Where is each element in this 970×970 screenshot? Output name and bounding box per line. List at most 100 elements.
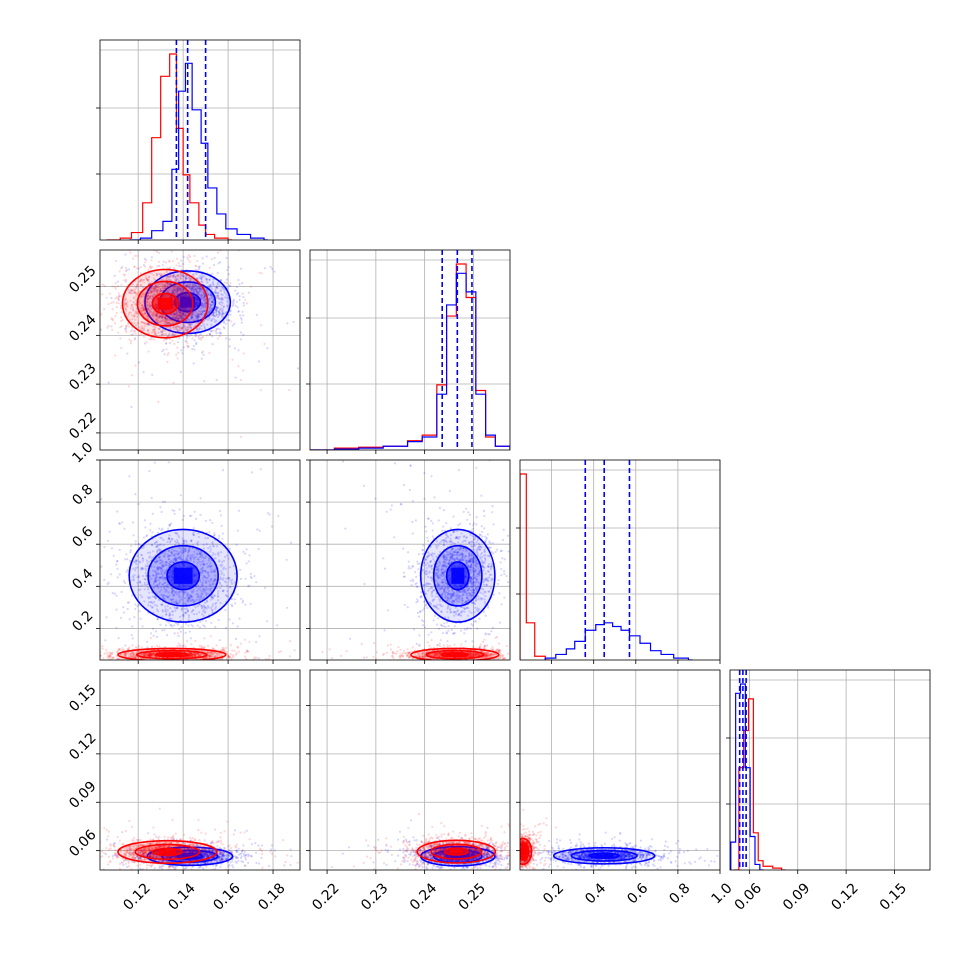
- sample-point: [210, 314, 214, 317]
- sample-point: [174, 326, 178, 329]
- sample-point: [198, 654, 201, 657]
- sample-point: [196, 311, 199, 314]
- sample-point: [160, 315, 163, 318]
- sample-point: [190, 315, 193, 318]
- sample-point: [169, 283, 172, 286]
- sample-point: [180, 327, 183, 330]
- sample-point: [159, 315, 162, 318]
- sample-point: [205, 656, 208, 660]
- sample-point: [175, 277, 178, 280]
- sample-point: [157, 400, 160, 403]
- sample-point: [206, 650, 210, 654]
- sample-point: [182, 313, 185, 316]
- sample-point: [167, 352, 170, 355]
- sample-point: [236, 625, 239, 628]
- sample-point: [163, 286, 166, 289]
- sample-point: [224, 322, 227, 325]
- sample-point: [242, 301, 245, 305]
- sample-point: [148, 275, 151, 278]
- sample-point: [183, 327, 186, 330]
- sample-point: [192, 286, 195, 289]
- sample-point: [147, 292, 150, 295]
- sample-point: [221, 312, 225, 315]
- sample-point: [145, 640, 149, 643]
- sample-point: [204, 277, 207, 280]
- sample-point: [126, 300, 129, 303]
- sample-point: [182, 282, 185, 285]
- sample-point: [132, 301, 135, 304]
- sample-point: [210, 652, 213, 655]
- sample-point: [173, 292, 176, 295]
- sample-point: [107, 302, 110, 306]
- sample-point: [184, 329, 187, 332]
- sample-point: [164, 316, 167, 319]
- sample-point: [195, 653, 198, 656]
- sample-point: [155, 635, 159, 639]
- sample-point: [180, 313, 183, 316]
- sample-point: [229, 313, 232, 316]
- sample-point: [115, 259, 118, 263]
- sample-point: [176, 351, 180, 354]
- sample-point: [126, 315, 129, 318]
- sample-point: [145, 299, 149, 302]
- sample-point: [111, 651, 114, 654]
- sample-point: [137, 502, 140, 506]
- sample-point: [189, 286, 192, 289]
- sample-point: [218, 312, 221, 315]
- sample-point: [201, 321, 204, 324]
- sample-point: [201, 310, 204, 313]
- sample-point: [174, 317, 177, 320]
- sample-point: [172, 276, 175, 279]
- sample-point: [122, 273, 125, 276]
- sample-point: [208, 307, 211, 310]
- sample-point: [233, 649, 236, 652]
- sample-point: [222, 325, 225, 329]
- sample-point: [225, 278, 228, 281]
- histogram-blue-series: [310, 272, 510, 450]
- sample-point: [125, 309, 128, 312]
- sample-point: [140, 280, 143, 283]
- sample-point: [209, 285, 212, 288]
- sample-point: [117, 297, 120, 300]
- sample-point: [177, 287, 180, 290]
- sample-point: [176, 632, 180, 635]
- sample-point: [206, 289, 209, 292]
- sample-point: [175, 315, 178, 318]
- sample-point: [208, 332, 212, 335]
- sample-point: [200, 338, 203, 341]
- sample-point: [169, 282, 172, 286]
- sample-point: [208, 286, 211, 289]
- sample-point: [147, 307, 150, 310]
- sample-point: [250, 471, 253, 474]
- sample-point: [116, 650, 119, 653]
- sample-point: [146, 646, 149, 649]
- sample-point: [129, 330, 132, 333]
- sample-point: [164, 326, 167, 329]
- sample-point: [200, 304, 203, 307]
- sample-point: [202, 323, 205, 326]
- sample-point: [163, 284, 166, 287]
- sample-point: [159, 320, 162, 323]
- sample-point: [132, 308, 135, 311]
- sample-point: [157, 282, 161, 285]
- sample-point: [143, 519, 146, 522]
- sample-point: [239, 314, 242, 317]
- sample-point: [197, 337, 200, 340]
- sample-point: [218, 534, 221, 538]
- sample-point: [156, 318, 159, 321]
- sample-point: [219, 307, 223, 310]
- sample-point: [125, 270, 128, 273]
- sample-point: [123, 580, 126, 583]
- sample-point: [201, 280, 204, 283]
- sample-point: [266, 620, 269, 623]
- sample-point: [162, 287, 165, 290]
- sample-point: [152, 293, 155, 296]
- sample-point: [197, 653, 200, 656]
- sample-point: [154, 286, 157, 289]
- sample-point: [114, 297, 117, 300]
- sample-point: [182, 324, 185, 327]
- sample-point: [179, 310, 182, 314]
- sample-point: [157, 328, 160, 331]
- sample-point: [231, 654, 235, 657]
